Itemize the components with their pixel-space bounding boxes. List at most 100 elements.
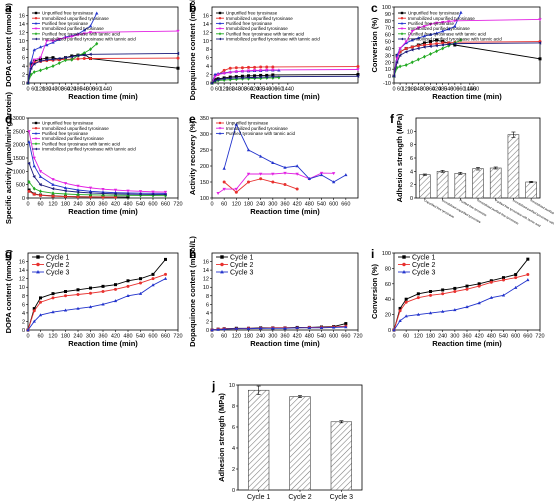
data-point — [295, 326, 299, 330]
y-axis-label: Activity recovery (%) — [188, 120, 197, 195]
data-point — [295, 172, 299, 176]
data-point — [453, 290, 457, 293]
plot-frame — [211, 6, 359, 84]
data-point — [76, 292, 80, 296]
data-point — [126, 279, 130, 283]
x-tick-label: 600 — [86, 87, 95, 93]
legend-entry: Cycle 1 — [412, 254, 435, 261]
x-tick-label: 300 — [420, 87, 429, 93]
bar — [330, 421, 352, 491]
data-point — [447, 43, 451, 48]
x-tick-label: 660 — [92, 87, 101, 93]
legend-entry: Immobilized purified tyrosinase — [408, 26, 470, 31]
y-tick-label: 0 — [232, 488, 235, 494]
data-point — [283, 165, 287, 169]
x-tick-label: 60 — [37, 334, 43, 340]
legend-marker — [218, 11, 222, 15]
data-point — [465, 284, 469, 288]
x-tick-label: 0 — [210, 334, 213, 340]
data-point — [213, 75, 217, 79]
data-point — [57, 56, 61, 61]
y-axis-label: Conversion (%) — [370, 264, 379, 320]
data-point — [38, 174, 43, 178]
data-point — [332, 180, 336, 184]
data-point — [39, 300, 42, 304]
y-tick-label: 2000 — [13, 143, 25, 149]
y-tick-label: 6 — [22, 302, 25, 308]
x-tick-label: 600 — [329, 334, 338, 340]
data-point — [32, 307, 36, 311]
panel-g: g0 60 120 180 240 300 360 420 480 540 600 660 720024… — [4, 247, 183, 348]
data-point — [64, 58, 67, 63]
data-point — [295, 164, 299, 168]
y-tick-label: 0 — [22, 196, 25, 202]
panel-d: d0 60 120 180 240 300 360 420 480 540 600 660 720050… — [4, 91, 183, 224]
legend-entry: Cycle 3 — [46, 269, 69, 276]
panel-c: c0 60120180240300360420480540600660144015… — [370, 1, 542, 101]
y-tick-label: 50 — [385, 40, 391, 46]
data-point — [422, 45, 426, 49]
data-point — [44, 58, 48, 62]
data-point — [126, 293, 130, 297]
data-point — [76, 195, 80, 199]
legend-marker — [218, 32, 222, 36]
x-tick-label: 660 — [274, 87, 283, 93]
data-point — [392, 74, 396, 78]
data-point — [126, 284, 130, 288]
data-point — [113, 188, 118, 192]
y-tick-label: 1500 — [13, 156, 25, 162]
x-tick-label: 0 — [392, 334, 395, 340]
data-point — [264, 75, 268, 79]
x-tick-label: 300 — [268, 202, 277, 208]
x-tick-label: 660 — [161, 334, 170, 340]
y-tick-label: 500 — [16, 183, 25, 189]
y-tick-label: 4 — [410, 169, 413, 175]
y-tick-label: 20 — [385, 313, 391, 319]
series-1 — [26, 56, 180, 85]
y-axis-label: Adhesion strength (MPa) — [395, 113, 404, 202]
data-point — [63, 56, 67, 60]
legend-marker — [34, 131, 38, 135]
data-point — [428, 32, 433, 36]
series-1 — [392, 40, 542, 78]
data-point — [234, 66, 238, 70]
x-tick-label: 540 — [499, 334, 508, 340]
data-point — [138, 291, 143, 295]
y-tick-label: 0 — [388, 74, 391, 80]
legend-marker — [34, 27, 38, 31]
y-axis-label: Conversion (%) — [370, 17, 379, 73]
data-point — [234, 187, 238, 191]
data-point — [514, 273, 518, 277]
x-tick-label: 480 — [256, 87, 265, 93]
data-point — [271, 326, 275, 330]
data-point — [88, 191, 92, 195]
data-point — [453, 308, 457, 312]
data-point — [89, 47, 92, 52]
data-point — [271, 75, 275, 80]
data-point — [271, 161, 275, 164]
data-point — [416, 312, 420, 316]
legend-entry: Cycle 2 — [46, 262, 69, 269]
y-axis-label: Specific activity (μmol/min*g protein) — [4, 91, 13, 224]
data-point — [39, 68, 42, 73]
x-tick-label: 360 — [98, 334, 107, 340]
y-tick-label: 0 — [388, 328, 391, 334]
data-point — [404, 40, 408, 44]
data-point — [307, 326, 311, 330]
y-tick-label: 12 — [203, 277, 209, 283]
y-tick-label: 40 — [385, 46, 391, 52]
y-tick-label: 150 — [200, 180, 209, 186]
data-point — [459, 10, 463, 14]
y-tick-label: 10 — [407, 129, 413, 135]
y-tick-label: 100 — [382, 251, 391, 257]
data-point — [176, 29, 180, 33]
data-point — [88, 24, 93, 28]
data-point — [247, 76, 250, 81]
y-tick-label: 2 — [232, 467, 235, 473]
x-axis-label: Reaction time (min) — [68, 92, 138, 101]
bar — [289, 396, 311, 491]
y-tick-label: 4 — [22, 64, 25, 70]
panel-h: h 0 60 120 180 240 300 360 420 480 540 600 660 720 0 2 4… — [188, 236, 363, 348]
